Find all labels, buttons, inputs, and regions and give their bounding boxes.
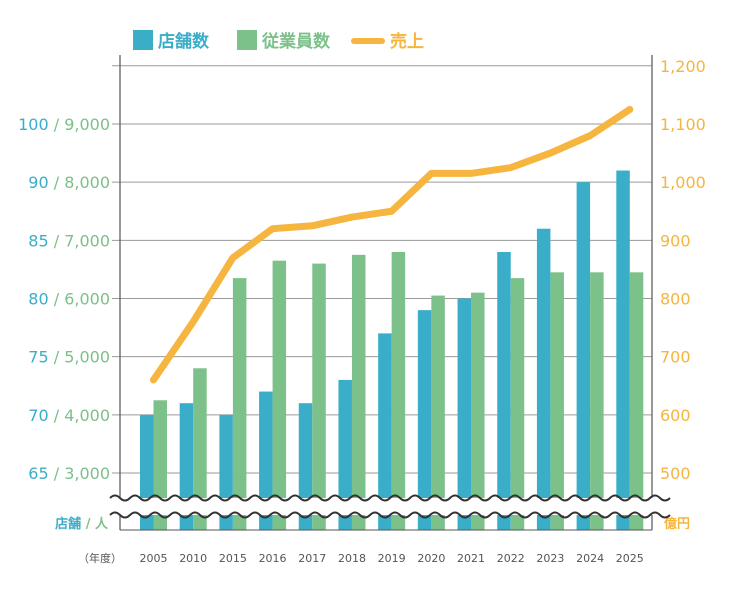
store-bar-2020 [417, 310, 432, 530]
employee-bar-2024 [590, 272, 604, 530]
legend-item: 売上 [351, 31, 424, 52]
left-tick-label: 90 / 8,000 [28, 173, 110, 192]
right-tick-label: 800 [660, 289, 691, 308]
legend-item: 従業員数 [237, 30, 331, 52]
x-axis-labels: 2005 2010 2015 2016 2017 2018 2019 2020 2021 2022… [78, 551, 644, 565]
left-axis-unit: 店舗 / 人 [55, 516, 109, 532]
x-tick-label: 2022 [497, 552, 525, 565]
employee-bar-2018 [351, 254, 366, 531]
axis-break [109, 494, 671, 519]
x-tick-label: 2024 [576, 552, 604, 565]
right-tick-label: 1,200 [660, 57, 706, 76]
x-tick-label: 2018 [338, 552, 366, 565]
legend-item: 店舗数 [133, 30, 210, 52]
employee-bar-2016 [272, 260, 287, 530]
legend: 店舗数 従業員数 売上 [133, 30, 424, 52]
employee-bar-2023 [550, 272, 564, 530]
legend-swatch [237, 30, 257, 50]
x-tick-label: 2015 [219, 552, 247, 565]
right-tick-label: 1,000 [660, 173, 706, 192]
store-bar-2016 [259, 391, 273, 530]
x-tick-label: 2019 [378, 552, 406, 565]
x-tick-label: 2023 [536, 552, 564, 565]
axes [119, 55, 653, 531]
right-tick-label: 900 [660, 231, 691, 250]
left-tick-label: 80 / 6,000 [28, 289, 110, 308]
x-tick-label: 2016 [259, 552, 287, 565]
employee-bar-2025 [629, 272, 644, 530]
right-tick-label: 500 [660, 464, 691, 483]
employee-bar-2017 [312, 263, 326, 530]
employee-bar-2020 [431, 295, 445, 530]
store-bar-2018 [338, 379, 352, 530]
left-axis-labels: 65 / 3,000 70 / 4,000 75 / 5,000 80 / 6,000… [18, 115, 110, 532]
sales-line-series [150, 105, 634, 384]
bar-series [140, 170, 644, 531]
right-axis-labels: 500 600 700 800 900 1,000 1,100 1,200 億円 [660, 57, 706, 532]
axis-break-wave-top [109, 494, 671, 502]
right-tick-label: 700 [660, 348, 691, 367]
x-tick-label: 2025 [616, 552, 644, 565]
store-bar-2021 [457, 298, 472, 530]
left-tick-label: 100 / 9,000 [18, 115, 110, 134]
employee-bar-2022 [510, 278, 525, 530]
x-tick-label: 2005 [140, 552, 168, 565]
legend-swatch [133, 30, 153, 50]
employee-bar-2010 [193, 368, 207, 530]
left-tick-label: 70 / 4,000 [28, 406, 110, 425]
store-bar-2019 [378, 333, 392, 530]
right-axis-unit: 億円 [664, 516, 690, 532]
store-bar-2024 [576, 182, 591, 530]
legend-label: 従業員数 [261, 31, 331, 52]
legend-label: 店舗数 [158, 31, 210, 52]
x-tick-label: 2017 [298, 552, 326, 565]
x-tick-label: 2020 [417, 552, 445, 565]
axis-break-gap [110, 498, 662, 515]
x-axis-label: （年度） [78, 551, 122, 565]
store-bar-2022 [497, 251, 511, 531]
employee-bar-2015 [232, 278, 247, 530]
employee-bar-2021 [471, 292, 485, 530]
axis-break-wave-bottom [109, 511, 671, 519]
legend-label: 売上 [390, 31, 424, 52]
employee-bar-2005 [153, 400, 167, 530]
x-tick-label: 2021 [457, 552, 485, 565]
right-tick-label: 600 [660, 406, 691, 425]
right-tick-label: 1,100 [660, 115, 706, 134]
store-bar-2025 [616, 170, 630, 531]
x-tick-label: 2010 [179, 552, 207, 565]
employee-bar-2019 [391, 251, 406, 531]
left-tick-label: 75 / 5,000 [28, 348, 110, 367]
left-tick-label: 65 / 3,000 [28, 464, 110, 483]
store-bar-2023 [536, 228, 551, 530]
left-tick-label: 85 / 7,000 [28, 231, 110, 250]
